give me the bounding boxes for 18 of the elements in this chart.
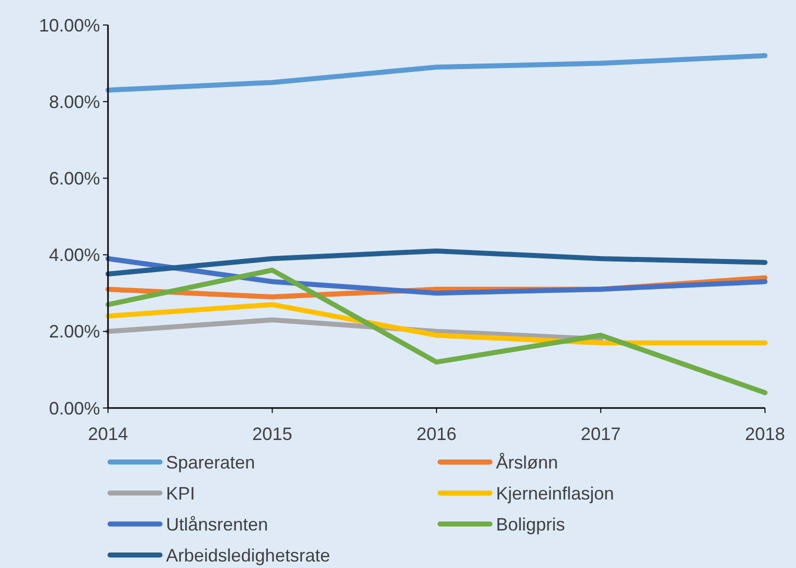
y-tick-label: 10.00% <box>38 15 100 36</box>
legend-label: Spareraten <box>166 452 256 472</box>
legend-label: Kjerneinflasjon <box>496 483 614 504</box>
y-tick-label: 2.00% <box>48 322 100 342</box>
x-tick-label: 2016 <box>416 424 457 444</box>
legend-label: Utlånsrenten <box>166 514 268 534</box>
y-tick-label: 6.00% <box>48 168 100 188</box>
x-tick-label: 2015 <box>252 424 292 444</box>
legend-label: KPI <box>166 483 196 504</box>
y-tick-label: 8.00% <box>48 92 100 112</box>
x-tick-label: 2014 <box>88 424 128 444</box>
y-tick-label: 4.00% <box>48 245 100 266</box>
legend-label: Boligpris <box>496 514 566 534</box>
y-tick-label: 0.00% <box>48 398 100 418</box>
x-tick-label: 2017 <box>580 424 621 444</box>
legend-label: Arbeidsledighetsrate <box>166 545 330 566</box>
x-tick-label: 2018 <box>744 424 786 444</box>
legend-label: Årslønn <box>496 452 558 472</box>
